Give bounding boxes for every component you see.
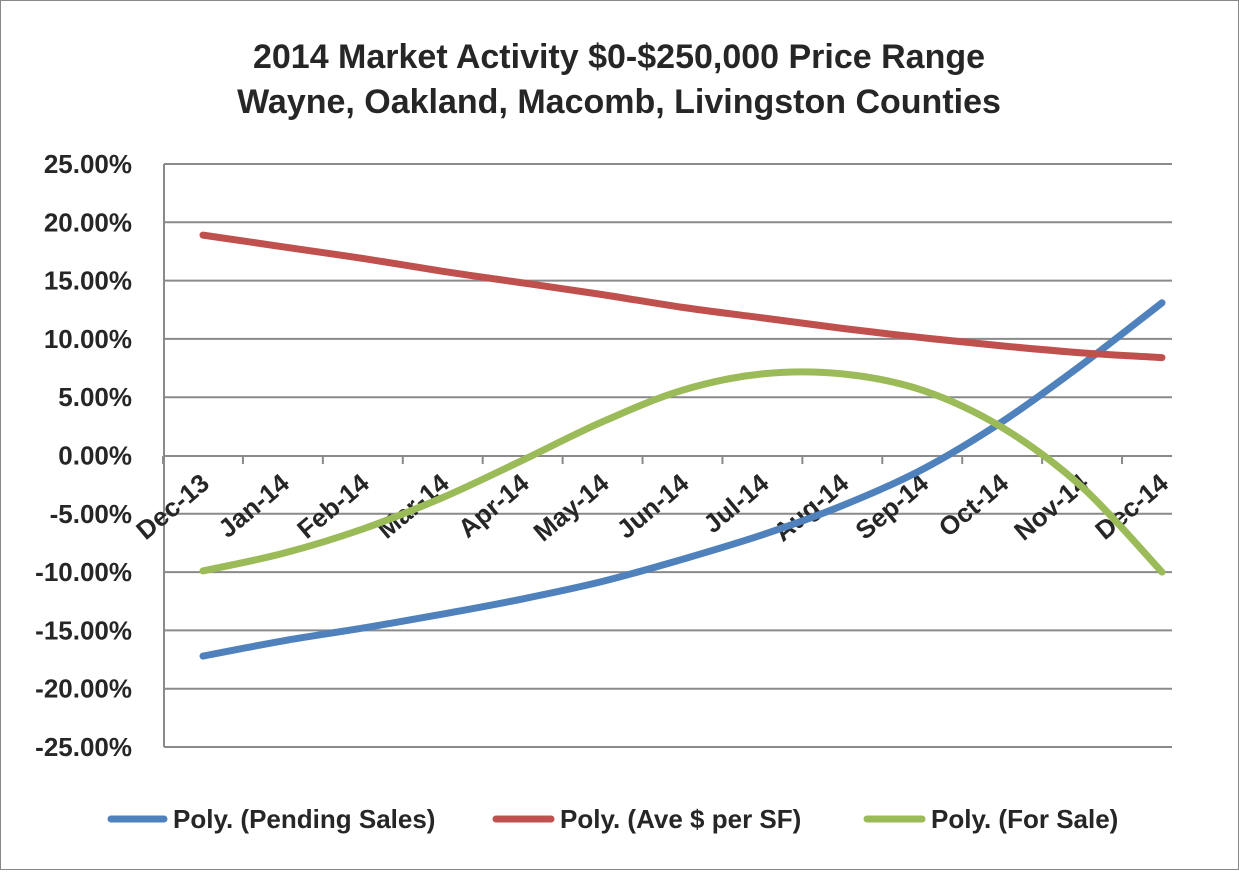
x-tick-label: Sep-14 [850, 467, 935, 545]
y-tick-label: 5.00% [58, 382, 132, 412]
y-tick-label: 25.00% [44, 149, 132, 179]
series-line-1 [199, 231, 1166, 362]
chart-title: 2014 Market Activity $0-$250,000 Price R… [253, 38, 985, 76]
axes [162, 164, 1172, 747]
x-tick-label: Dec-13 [130, 468, 215, 546]
legend-label-2: Poly. (For Sale) [931, 804, 1118, 834]
y-tick-label: 15.00% [44, 266, 132, 296]
legend-label-0: Poly. (Pending Sales) [173, 804, 435, 834]
series-line-2 [199, 368, 1166, 576]
chart-subtitle: Wayne, Oakland, Macomb, Livingston Count… [237, 83, 1001, 121]
x-tick-label: Mar-14 [371, 467, 455, 544]
y-tick-label: -20.00% [35, 674, 132, 704]
legend-label-1: Poly. (Ave $ per SF) [560, 804, 801, 834]
y-tick-label: 20.00% [44, 207, 132, 237]
x-tick-label: Apr-14 [452, 467, 535, 543]
x-tick-label: May-14 [528, 467, 615, 547]
x-tick-label: Jul-14 [697, 467, 774, 539]
y-tick-label: -5.00% [50, 499, 132, 529]
x-tick-label: Jun-14 [611, 467, 695, 544]
y-tick-label: 10.00% [44, 324, 132, 354]
x-tick-label: Nov-14 [1008, 467, 1094, 546]
y-tick-label: -15.00% [35, 615, 132, 645]
y-tick-label: -25.00% [35, 732, 132, 762]
x-tick-label: Jan-14 [212, 467, 295, 543]
y-tick-label: 0.00% [58, 441, 132, 471]
x-axis-tick-labels: Dec-13Jan-14Feb-14Mar-14Apr-14May-14Jun-… [130, 467, 1174, 547]
y-tick-label: -10.00% [35, 557, 132, 587]
x-tick-label: Oct-14 [933, 467, 1015, 542]
legend: Poly. (Pending Sales) Poly. (Ave $ per SF… [107, 804, 1118, 834]
y-axis-tick-labels: 25.00% 20.00% 15.00% 10.00% 5.00% 0.00% -5.00%… [35, 149, 132, 762]
series-lines [199, 231, 1166, 660]
series-line-0 [199, 299, 1166, 660]
x-tick-label: Feb-14 [291, 467, 375, 544]
